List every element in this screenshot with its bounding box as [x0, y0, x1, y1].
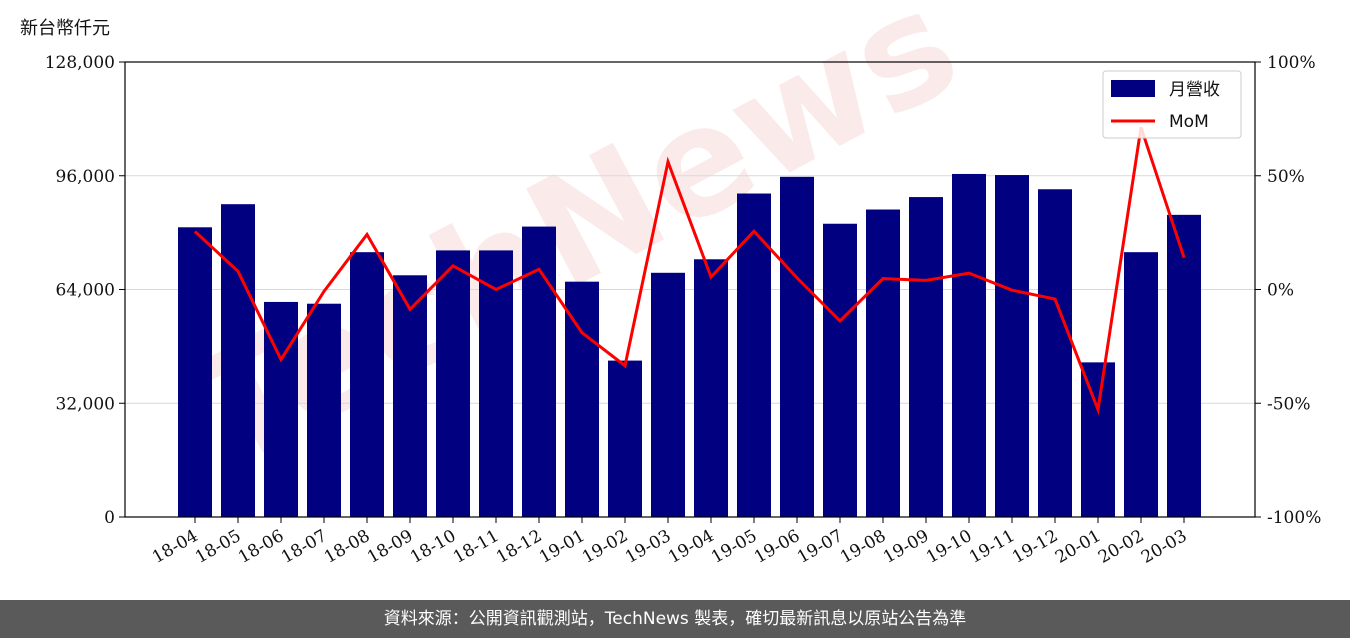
x-tick-label: 19-09	[880, 526, 932, 568]
x-tick-label: 20-03	[1138, 526, 1190, 568]
x-tick-label: 19-12	[1009, 526, 1061, 568]
bar	[178, 227, 212, 517]
left-tick-label: 64,000	[56, 281, 115, 301]
bar	[737, 193, 771, 517]
x-tick-label: 18-10	[407, 526, 459, 568]
right-tick-label: 0%	[1267, 281, 1294, 301]
x-tick-label: 18-12	[493, 526, 545, 568]
bar	[1124, 252, 1158, 517]
bar	[350, 252, 384, 517]
x-tick-label: 19-05	[708, 526, 760, 568]
left-tick-label: 128,000	[45, 53, 115, 73]
bar	[651, 272, 685, 517]
left-tick-label: 96,000	[56, 167, 115, 187]
bar	[608, 360, 642, 517]
bar	[909, 197, 943, 517]
bar	[866, 209, 900, 517]
mom-series-line	[193, 126, 1186, 416]
x-tick-label: 18-07	[278, 526, 330, 568]
mom-line	[193, 126, 1186, 416]
right-tick-label: -100%	[1267, 508, 1321, 528]
x-tick-label: 18-08	[321, 526, 373, 568]
left-axis: 0 32,000 64,000 96,000 128,000	[45, 53, 125, 528]
x-tick-label: 20-01	[1052, 526, 1104, 568]
x-tick-label: 19-02	[579, 526, 631, 568]
bar	[1038, 189, 1072, 517]
bar	[952, 173, 986, 517]
x-tick-label: 19-10	[923, 526, 975, 568]
x-tick-label: 19-01	[536, 526, 588, 568]
bar	[823, 223, 857, 517]
left-tick-label: 32,000	[56, 394, 115, 414]
bar	[565, 281, 599, 517]
right-tick-label: -50%	[1267, 394, 1311, 414]
bar	[694, 259, 728, 517]
x-tick-label: 19-04	[665, 526, 717, 568]
x-tick-label: 20-02	[1095, 526, 1147, 568]
bar	[1167, 214, 1201, 517]
bar	[307, 303, 341, 517]
right-axis: -100% -50% 0% 50% 100%	[1255, 53, 1321, 528]
footer-source-note: 資料來源：公開資訊觀測站，TechNews 製表，確切最新訊息以原站公告為準	[0, 600, 1350, 638]
x-tick-label: 19-08	[837, 526, 889, 568]
bar	[479, 250, 513, 517]
x-tick-label: 19-07	[794, 526, 846, 568]
unit-label: 新台幣仟元	[20, 18, 110, 39]
x-tick-label: 19-11	[966, 526, 1018, 568]
right-tick-label: 100%	[1267, 53, 1316, 73]
bar	[436, 250, 470, 517]
bar	[780, 176, 814, 517]
x-tick-label: 18-06	[235, 526, 287, 568]
left-tick-label: 0	[104, 508, 115, 528]
right-tick-label: 50%	[1267, 167, 1305, 187]
bar	[393, 275, 427, 517]
bar	[221, 204, 255, 517]
x-axis: 18-0418-0518-0618-0718-0818-0918-1018-11…	[149, 517, 1191, 568]
x-tick-label: 18-09	[364, 526, 416, 568]
bar	[1081, 362, 1115, 517]
x-tick-label: 19-03	[622, 526, 674, 568]
x-tick-label: 18-11	[450, 526, 502, 568]
legend-label-mom: MoM	[1169, 112, 1209, 132]
x-tick-label: 18-04	[149, 526, 201, 568]
x-tick-label: 18-05	[192, 526, 244, 568]
bar	[995, 175, 1029, 517]
legend-bar-swatch	[1111, 80, 1155, 97]
legend: 月營收 MoM	[1102, 70, 1242, 139]
legend-label-revenue: 月營收	[1169, 80, 1220, 100]
x-tick-label: 19-06	[751, 526, 803, 568]
